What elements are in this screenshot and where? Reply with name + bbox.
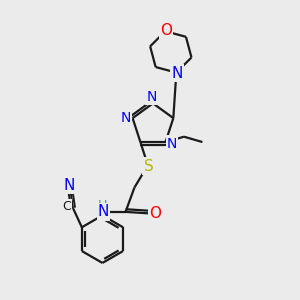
Text: N: N — [171, 66, 183, 81]
Text: N: N — [98, 204, 109, 219]
Text: C: C — [62, 200, 71, 213]
Text: O: O — [160, 23, 172, 38]
Text: N: N — [167, 136, 177, 151]
Text: S: S — [143, 159, 153, 174]
Text: H: H — [98, 199, 107, 212]
Text: N: N — [63, 178, 75, 193]
Text: O: O — [149, 206, 161, 221]
Text: N: N — [121, 111, 131, 125]
Text: N: N — [146, 90, 157, 104]
